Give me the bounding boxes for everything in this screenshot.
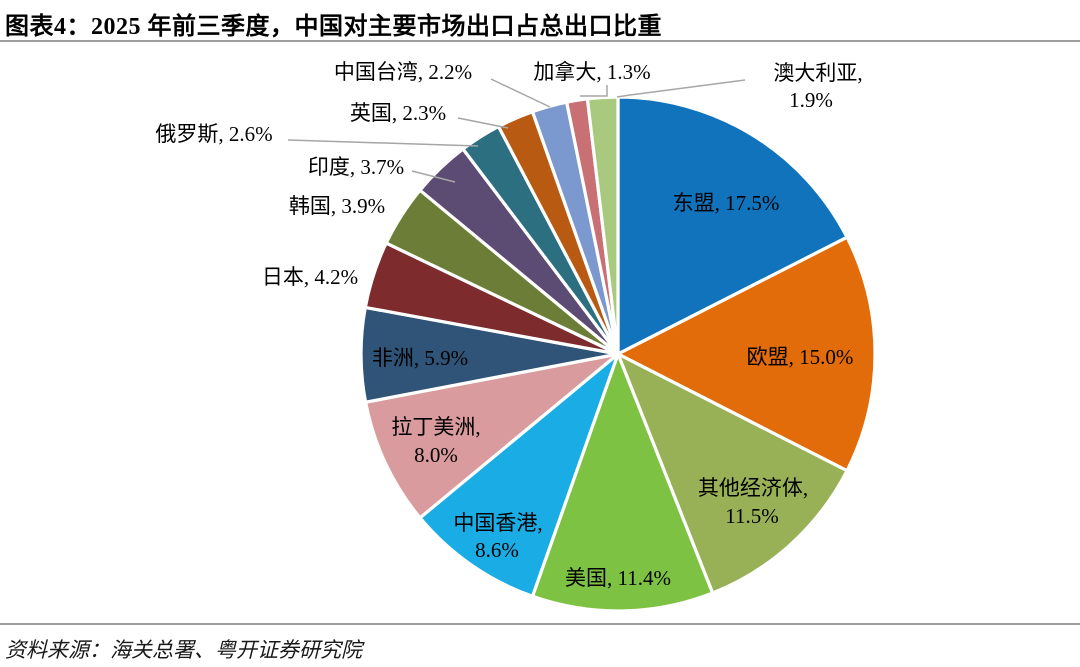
leader-line-10 [287,139,479,147]
pie-label-7: 日本, 4.2% [262,265,358,289]
pie-slice-3 [530,352,715,613]
leader-line-14 [616,79,746,98]
leader-line-11 [457,117,509,129]
pie-label-3: 美国, 11.4% [565,566,671,590]
pie-label-2-line2: 11.5% [725,504,778,528]
pie-label-13: 加拿大, 1.3% [533,60,650,84]
pie-label-14-line2: 1.9% [789,88,833,112]
pie-slice-5 [364,352,620,520]
pie-label-6: 非洲, 5.9% [372,346,468,370]
pie-label-8: 韩国, 3.9% [289,194,385,218]
pie-label-5-line1: 拉丁美洲, [391,415,480,439]
source-note: 资料来源：海关总署、粤开证券研究院 [5,638,362,662]
title-divider [0,40,1080,42]
pie-slice-4 [418,352,620,598]
footer-divider [0,623,1080,625]
pie-label-1: 欧盟, 15.0% [747,345,854,369]
pie-label-9: 印度, 3.7% [308,155,404,179]
pie-label-14-line1: 澳大利亚, [773,61,862,85]
pie-label-12: 中国台湾, 2.2% [334,60,472,84]
pie-label-2-line1: 其他经济体, [698,476,808,500]
pie-label-11: 英国, 2.3% [350,101,446,125]
chart-title: 图表4：2025 年前三季度，中国对主要市场出口占总出口比重 [5,14,662,40]
leader-line-9 [411,170,456,183]
pie-label-0: 东盟, 17.5% [673,191,780,215]
pie-slice-2 [616,352,849,595]
pie-label-10: 俄罗斯, 2.6% [155,122,272,146]
pie-label-4-line2: 8.6% [475,538,519,562]
leader-line-13 [580,85,608,97]
leader-line-12 [490,78,551,108]
pie-slice-0 [616,95,849,356]
pie-slice-1 [616,235,877,473]
pie-label-5-line2: 8.0% [414,443,458,467]
pie-label-4-line1: 中国香港, [453,511,542,535]
